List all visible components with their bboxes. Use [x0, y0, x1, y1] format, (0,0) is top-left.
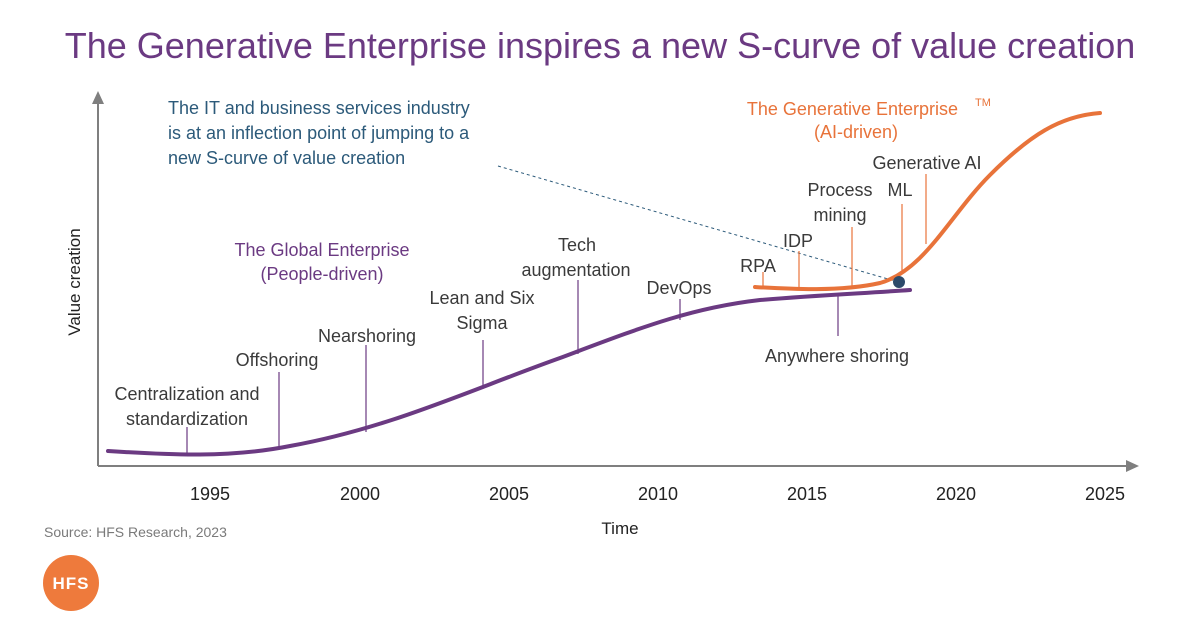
annotation-note-line2: is at an inflection point of jumping to …	[168, 123, 470, 143]
x-tick-label: 2010	[638, 484, 678, 504]
x-tick-labels: 1995 2000 2005 2010 2015 2020 2025	[190, 484, 1125, 504]
milestone-label-centralization: Centralization and	[114, 384, 259, 404]
x-tick-label: 1995	[190, 484, 230, 504]
inflection-point-dot	[893, 276, 905, 288]
x-axis-title: Time	[601, 519, 638, 538]
x-tick-label: 2025	[1085, 484, 1125, 504]
x-tick-label: 2015	[787, 484, 827, 504]
generative-enterprise-trademark: TM	[975, 97, 991, 109]
milestone-label-process-mining: Process	[807, 180, 872, 200]
milestone-label-lean-six-sigma: Lean and Six	[429, 288, 534, 308]
global-enterprise-curve	[106, 288, 912, 457]
generative-enterprise-title: The Generative Enterprise	[747, 99, 958, 119]
source-note: Source: HFS Research, 2023	[44, 524, 227, 540]
hfs-logo-circle	[43, 555, 99, 611]
annotation-note-line3: new S-curve of value creation	[168, 148, 405, 168]
milestone-label-lean-six-sigma-line2: Sigma	[456, 313, 508, 333]
x-tick-label: 2000	[340, 484, 380, 504]
milestone-label-tech-augmentation: Tech	[558, 235, 596, 255]
milestone-label-idp: IDP	[783, 231, 813, 251]
x-axis-arrow	[1126, 460, 1139, 472]
generative-enterprise-curve	[753, 111, 1102, 292]
global-enterprise-subtitle: (People-driven)	[260, 264, 383, 284]
milestone-label-ml: ML	[887, 180, 912, 200]
hfs-logo-text: HFS	[53, 574, 90, 593]
milestone-label-nearshoring: Nearshoring	[318, 326, 416, 346]
milestone-label-anywhere-shoring: Anywhere shoring	[765, 346, 909, 366]
hfs-logo: HFS	[43, 555, 99, 611]
annotation-note-line1: The IT and business services industry	[168, 98, 470, 118]
milestone-label-tech-augmentation-line2: augmentation	[521, 260, 630, 280]
x-tick-label: 2005	[489, 484, 529, 504]
y-axis-title: Value creation	[65, 228, 84, 335]
milestone-label-devops: DevOps	[646, 278, 711, 298]
generative-enterprise-subtitle: (AI-driven)	[814, 122, 898, 142]
milestone-label-rpa: RPA	[740, 256, 776, 276]
milestone-label-offshoring: Offshoring	[236, 350, 319, 370]
milestone-label-process-mining-line2: mining	[813, 205, 866, 225]
generative-milestone-lines	[762, 174, 927, 288]
milestone-label-generative-ai: Generative AI	[872, 153, 981, 173]
generative-milestone-labels: RPA IDP Process mining ML Generative AI	[740, 153, 981, 276]
global-enterprise-title: The Global Enterprise	[234, 240, 409, 260]
global-milestone-lines	[186, 280, 839, 455]
annotation-pointer-line	[497, 165, 896, 282]
x-tick-label: 2020	[936, 484, 976, 504]
y-axis-arrow	[92, 91, 104, 104]
milestone-label-centralization-line2: standardization	[126, 409, 248, 429]
page-title: The Generative Enterprise inspires a new…	[65, 25, 1136, 66]
global-milestone-labels: Centralization and standardization Offsh…	[114, 235, 909, 429]
